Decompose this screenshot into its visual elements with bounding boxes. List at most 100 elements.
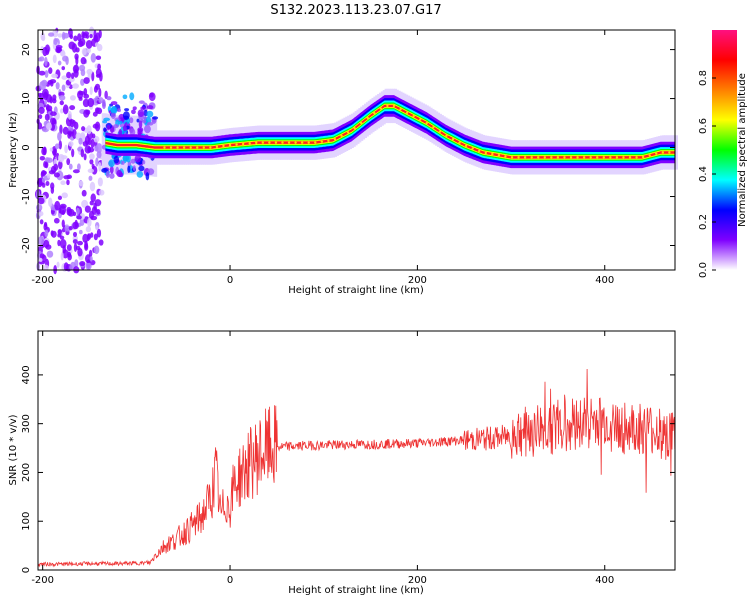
- noise-cell: [62, 126, 69, 135]
- x-tick-label: 0: [227, 275, 233, 286]
- noise-cell: [62, 104, 69, 115]
- noise-cell: [72, 221, 79, 230]
- noise-cell: [57, 233, 62, 238]
- noise-cell: [53, 38, 58, 46]
- noise-cell: [80, 148, 85, 158]
- noise-cell: [98, 97, 104, 104]
- noise-cell: [95, 107, 103, 115]
- noise-cell: [61, 219, 65, 228]
- noise-cell: [85, 226, 92, 233]
- noise-cell: [74, 259, 79, 268]
- noise-cell: [84, 205, 91, 213]
- noise-cell: [72, 169, 80, 174]
- ridge-bead: [359, 121, 363, 125]
- noise-cell: [82, 31, 90, 37]
- ridge-bead: [399, 108, 402, 111]
- colorbar-tick-label: 0.8: [698, 70, 709, 86]
- turbulence-cell: [117, 108, 121, 113]
- noise-cell: [69, 105, 76, 111]
- noise-cell: [73, 35, 78, 42]
- noise-cell: [53, 172, 60, 178]
- noise-cell: [38, 211, 44, 217]
- noise-cell: [44, 56, 48, 67]
- noise-cell: [73, 242, 78, 252]
- ridge-bead: [300, 141, 304, 144]
- noise-cell: [91, 133, 96, 139]
- turbulence-cell: [152, 116, 159, 120]
- noise-cell: [57, 131, 62, 141]
- noise-cell: [52, 94, 57, 101]
- turbulence-cell: [113, 124, 119, 129]
- y-tick-label: -10: [21, 188, 32, 204]
- turbulence-cell: [137, 109, 145, 117]
- noise-cell: [76, 207, 80, 215]
- noise-cell: [96, 208, 101, 215]
- ridge-bead: [405, 111, 409, 114]
- snr-panel: -200 0 200 400 0 100 200 300 400 Height of strai…: [8, 330, 676, 596]
- ridge-bead: [478, 149, 481, 153]
- noise-cell: [40, 171, 44, 178]
- ridge-bead: [340, 134, 343, 137]
- turbulence-cell: [105, 170, 110, 179]
- ridge-bead: [661, 151, 665, 154]
- ridge-bead: [510, 156, 514, 159]
- noise-cell: [39, 253, 45, 259]
- ridge-bead: [484, 151, 487, 155]
- noise-cell: [46, 250, 54, 258]
- noise-cell: [37, 122, 43, 130]
- ridge-bead: [412, 115, 415, 118]
- noise-cell: [59, 108, 64, 114]
- y-tick-label: 0: [21, 567, 32, 573]
- noise-cell: [73, 121, 79, 130]
- noise-cell: [60, 50, 66, 57]
- noise-cell: [86, 47, 91, 54]
- noise-cell: [67, 253, 72, 261]
- colorbar-tick-label: 0.6: [698, 118, 709, 134]
- ridge-bead: [635, 156, 638, 159]
- noise-cell: [60, 252, 64, 261]
- noise-cell: [93, 233, 98, 241]
- noise-cell: [80, 56, 87, 65]
- colorbar-label: Normalized spectral amplitude: [737, 73, 748, 227]
- noise-cell: [84, 240, 88, 250]
- noise-cell: [68, 226, 73, 231]
- noise-cell: [69, 34, 74, 40]
- noise-cell: [94, 199, 102, 207]
- ridge-bead: [628, 156, 632, 159]
- noise-cell: [68, 41, 76, 50]
- ridge-bead: [537, 156, 540, 159]
- noise-cell: [57, 153, 65, 163]
- ridge-bead: [425, 121, 428, 125]
- turbulence-cell: [131, 109, 136, 115]
- noise-cell: [66, 244, 72, 252]
- ridge-bead: [576, 156, 579, 159]
- turbulence-cell: [122, 111, 130, 120]
- ridge-bead: [497, 154, 501, 157]
- noise-cell: [52, 54, 57, 64]
- turbulence-cell: [142, 119, 147, 124]
- y-tick-label: 400: [21, 365, 32, 384]
- noise-cell: [95, 225, 99, 231]
- noise-cell: [38, 114, 43, 120]
- noise-cell: [43, 221, 48, 227]
- turbulence-cell: [109, 165, 114, 174]
- colorbar-tick-label: 0.0: [698, 262, 709, 278]
- noise-cell: [97, 177, 103, 187]
- colorbar-tick-label: 0.2: [698, 214, 709, 230]
- x-tick-label: 200: [408, 275, 427, 286]
- noise-cell: [82, 233, 89, 243]
- noise-cell: [66, 158, 71, 166]
- noise-cell: [77, 40, 84, 48]
- noise-cell: [53, 163, 59, 171]
- noise-cell: [98, 189, 105, 196]
- noise-cell: [46, 122, 52, 130]
- noise-cell: [81, 126, 86, 132]
- noise-cell: [66, 71, 72, 79]
- turbulence-cell: [129, 117, 134, 124]
- turbulence-cell: [136, 118, 140, 123]
- noise-cell: [78, 137, 83, 145]
- noise-cell: [83, 109, 90, 118]
- y-tick-label: 0: [21, 144, 32, 150]
- noise-cell: [94, 121, 101, 132]
- noise-cell: [38, 92, 42, 98]
